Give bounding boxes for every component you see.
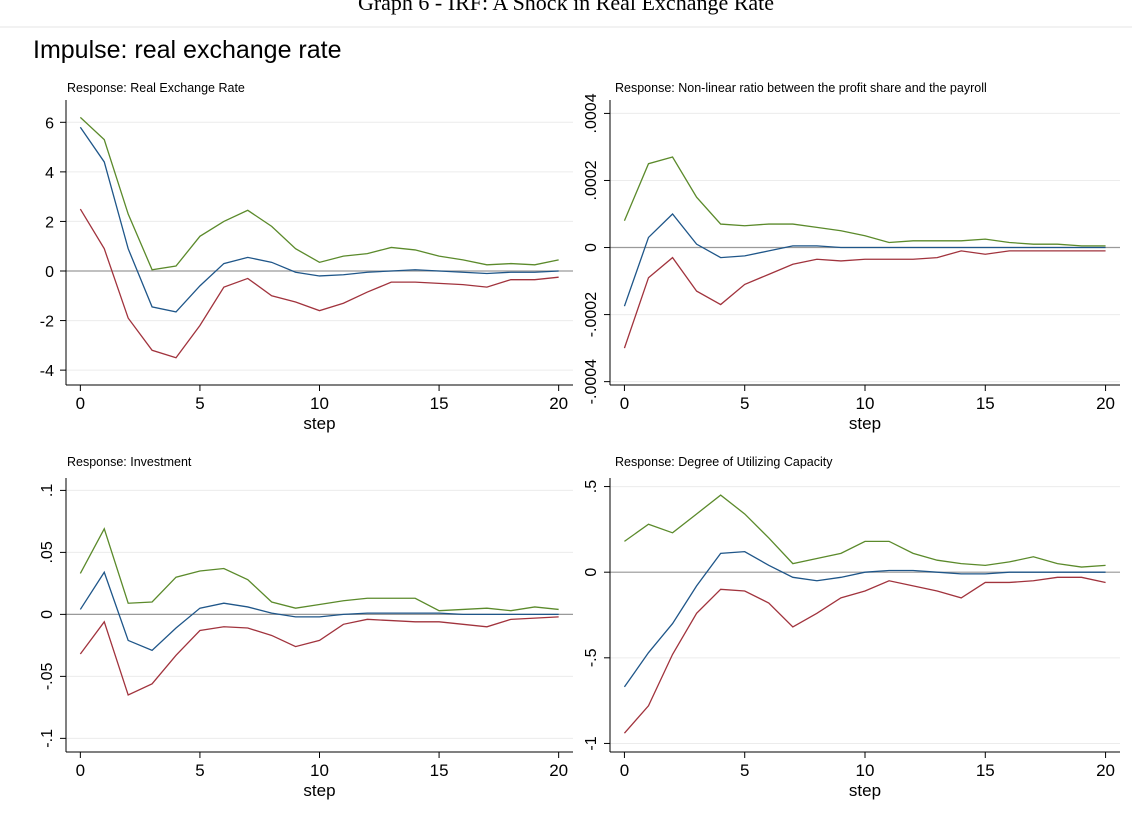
irf-line [79,570,559,652]
y-tick-label: -.5 [583,648,600,667]
x-tick-label: 10 [856,761,875,780]
x-tick-label: 5 [195,394,204,413]
y-tick-label: -4 [40,363,54,380]
y-tick-label: 0 [583,568,600,577]
panel-title: Response: Investment [67,455,192,469]
x-tick-label: 0 [620,394,629,413]
y-tick-label: 2 [45,214,54,231]
y-tick-label: -.1 [39,729,56,748]
x-axis-label: step [303,781,335,800]
x-tick-label: 10 [856,394,875,413]
x-tick-label: 0 [620,761,629,780]
y-tick-label: -.0002 [583,292,600,337]
x-axis-label: step [849,781,881,800]
irf-line [623,550,1106,688]
irf-line [79,208,559,359]
panel-title: Response: Real Exchange Rate [67,81,245,95]
page-title: Graph 6 - IRF: A Shock in Real Exchange … [358,0,774,15]
y-tick-label: 0 [45,264,54,281]
irf-line [623,156,1106,247]
y-tick-label: -2 [40,314,54,331]
figure-title: Impulse: real exchange rate [33,36,342,64]
y-tick-label: .5 [583,480,600,493]
x-tick-label: 15 [430,761,449,780]
y-tick-label: 6 [45,115,54,132]
x-tick-label: 15 [430,394,449,413]
x-tick-label: 20 [549,761,568,780]
y-tick-label: -.0004 [583,359,600,404]
x-axis-label: step [303,414,335,433]
irf-line [623,213,1106,307]
x-tick-label: 10 [310,394,329,413]
panel-title: Response: Degree of Utilizing Capacity [615,455,833,469]
x-tick-label: 20 [1096,394,1115,413]
y-tick-label: .0002 [583,160,600,200]
x-tick-label: 0 [76,761,85,780]
x-tick-label: 0 [76,394,85,413]
y-tick-label: 0 [39,610,56,619]
y-tick-label: .05 [39,541,56,563]
irf-line [623,576,1106,734]
y-tick-label: -1 [583,736,600,750]
x-tick-label: 5 [195,761,204,780]
x-tick-label: 5 [740,761,749,780]
irf-line [79,616,559,696]
y-tick-label: 4 [45,165,54,182]
irf-line [79,116,559,271]
x-tick-label: 10 [310,761,329,780]
y-tick-label: 0 [583,243,600,252]
x-axis-label: step [849,414,881,433]
y-tick-label: .0004 [583,93,600,133]
y-tick-label: .1 [39,484,56,497]
x-tick-label: 15 [976,394,995,413]
irf-line [79,527,559,612]
x-tick-label: 15 [976,761,995,780]
x-tick-label: 20 [1096,761,1115,780]
x-tick-label: 20 [549,394,568,413]
y-tick-label: -.05 [39,662,56,690]
irf-line [623,250,1106,349]
irf-line [79,126,559,313]
panel-title: Response: Non-linear ratio between the p… [615,81,987,95]
irf-line [624,494,1106,568]
x-tick-label: 5 [740,394,749,413]
